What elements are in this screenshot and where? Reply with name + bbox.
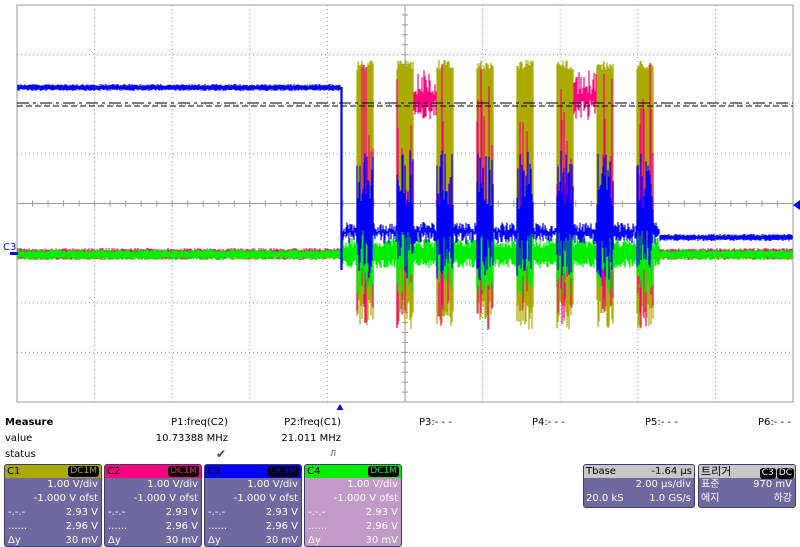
volts-per-div: 1.00 V/div [247,479,298,490]
dot-cursor-value: 2.96 V [165,521,198,532]
p6-name[interactable]: P6:- - - [758,417,791,428]
dash-cursor-label: -.-.- [8,507,26,518]
delta-y-value: 30 mV [65,535,99,546]
dash-cursor-label: -.-.- [108,507,126,518]
channel-coupling: DC1M [168,466,199,477]
channel-coupling: DC1M [68,466,99,477]
delta-y-label: Δy [308,535,321,546]
measure-title: Measure [5,417,54,428]
channel-name: C3 [207,466,221,477]
channel-name: C2 [107,466,121,477]
channel-name: C4 [307,466,321,477]
dot-cursor-value: 2.96 V [365,521,398,532]
trigger-mode: 표준 [701,479,720,490]
p1-value: 10.73388 MHz [155,433,228,444]
channel-coupling: DC1M [268,466,299,477]
dash-cursor-value: 2.93 V [65,507,98,518]
channel-offset: -1.000 V ofst [233,493,298,504]
trigger-level: 970 mV [753,479,792,490]
timebase-box[interactable]: Tbase -1.64 µs 2.00 µs/div 20.0 kS 1.0 GS… [583,464,695,508]
channel-offset: -1.000 V ofst [133,493,198,504]
dot-cursor-label: ...... [308,521,328,532]
timebase-per-div: 2.00 µs/div [635,479,691,490]
sample-count: 20.0 kS [586,493,624,504]
trigger-slope: 하강 [773,493,792,504]
volts-per-div: 1.00 V/div [347,479,398,490]
trigger-source: C3 [759,468,776,479]
channel-box-c3[interactable]: C3 DC1M 1.00 V/div -1.000 V ofst -.-.- 2.9… [204,464,302,547]
sample-rate: 1.0 GS/s [649,493,691,504]
dot-cursor-label: ...... [8,521,28,532]
dash-cursor-label: -.-.- [208,507,226,518]
channel-box-c2[interactable]: C2 DC1M 1.00 V/div -1.000 V ofst -.-.- 2.9… [104,464,202,547]
dash-cursor-value: 2.93 V [165,507,198,518]
channel-box-c4[interactable]: C4 DC1M 1.00 V/div -1.000 V ofst -.-.- 2.9… [304,464,402,547]
timebase-delay: -1.64 µs [651,466,692,477]
dot-cursor-value: 2.96 V [265,521,298,532]
delta-y-label: Δy [208,535,221,546]
delta-y-value: 30 mV [365,535,399,546]
delta-y-value: 30 mV [165,535,199,546]
delta-y-label: Δy [8,535,21,546]
c3-offset-marker[interactable] [10,252,18,255]
trigger-coupling: DC [776,468,794,479]
trigger-box[interactable]: 트리거 C3 DC 표준 970 mV 에지 하강 [698,464,796,508]
p5-name[interactable]: P5:- - - [645,417,678,428]
channel-offset: -1.000 V ofst [333,493,398,504]
status-row-label: status [5,449,36,460]
p3-name[interactable]: P3:- - - [419,417,452,428]
dash-cursor-value: 2.93 V [265,507,298,518]
trigger-type: 에지 [701,493,720,504]
dot-cursor-label: ...... [108,521,128,532]
channel-offset: -1.000 V ofst [33,493,98,504]
dot-cursor-label: ...... [208,521,228,532]
delta-y-label: Δy [108,535,121,546]
p2-name[interactable]: P2:freq(C1) [284,417,341,428]
dash-cursor-value: 2.93 V [365,507,398,518]
p4-name[interactable]: P4:- - - [532,417,565,428]
p2-value: 21.011 MHz [281,433,341,444]
check-icon: ✔ [216,447,227,461]
delta-y-value: 30 mV [265,535,299,546]
p1-name[interactable]: P1:freq(C2) [171,417,228,428]
channel-box-c1[interactable]: C1 DC1M 1.00 V/div -1.000 V ofst -.-.- 2.9… [4,464,102,547]
dash-cursor-label: -.-.- [308,507,326,518]
c3-trace [17,84,793,280]
channel-coupling: DC1M [368,466,399,477]
trigger-position-marker[interactable] [336,404,344,410]
pulse-warning-icon: Л [330,449,337,458]
channel-name: C1 [7,466,21,477]
dot-cursor-value: 2.96 V [65,521,98,532]
volts-per-div: 1.00 V/div [47,479,98,490]
timebase-label: Tbase [586,466,616,477]
volts-per-div: 1.00 V/div [147,479,198,490]
channel-marker-label: C3 [3,242,16,253]
value-row-label: value [5,433,33,444]
trigger-level-marker[interactable] [793,200,800,210]
trigger-label: 트리거 [701,465,732,478]
waveform-display[interactable]: C3 [0,0,800,410]
